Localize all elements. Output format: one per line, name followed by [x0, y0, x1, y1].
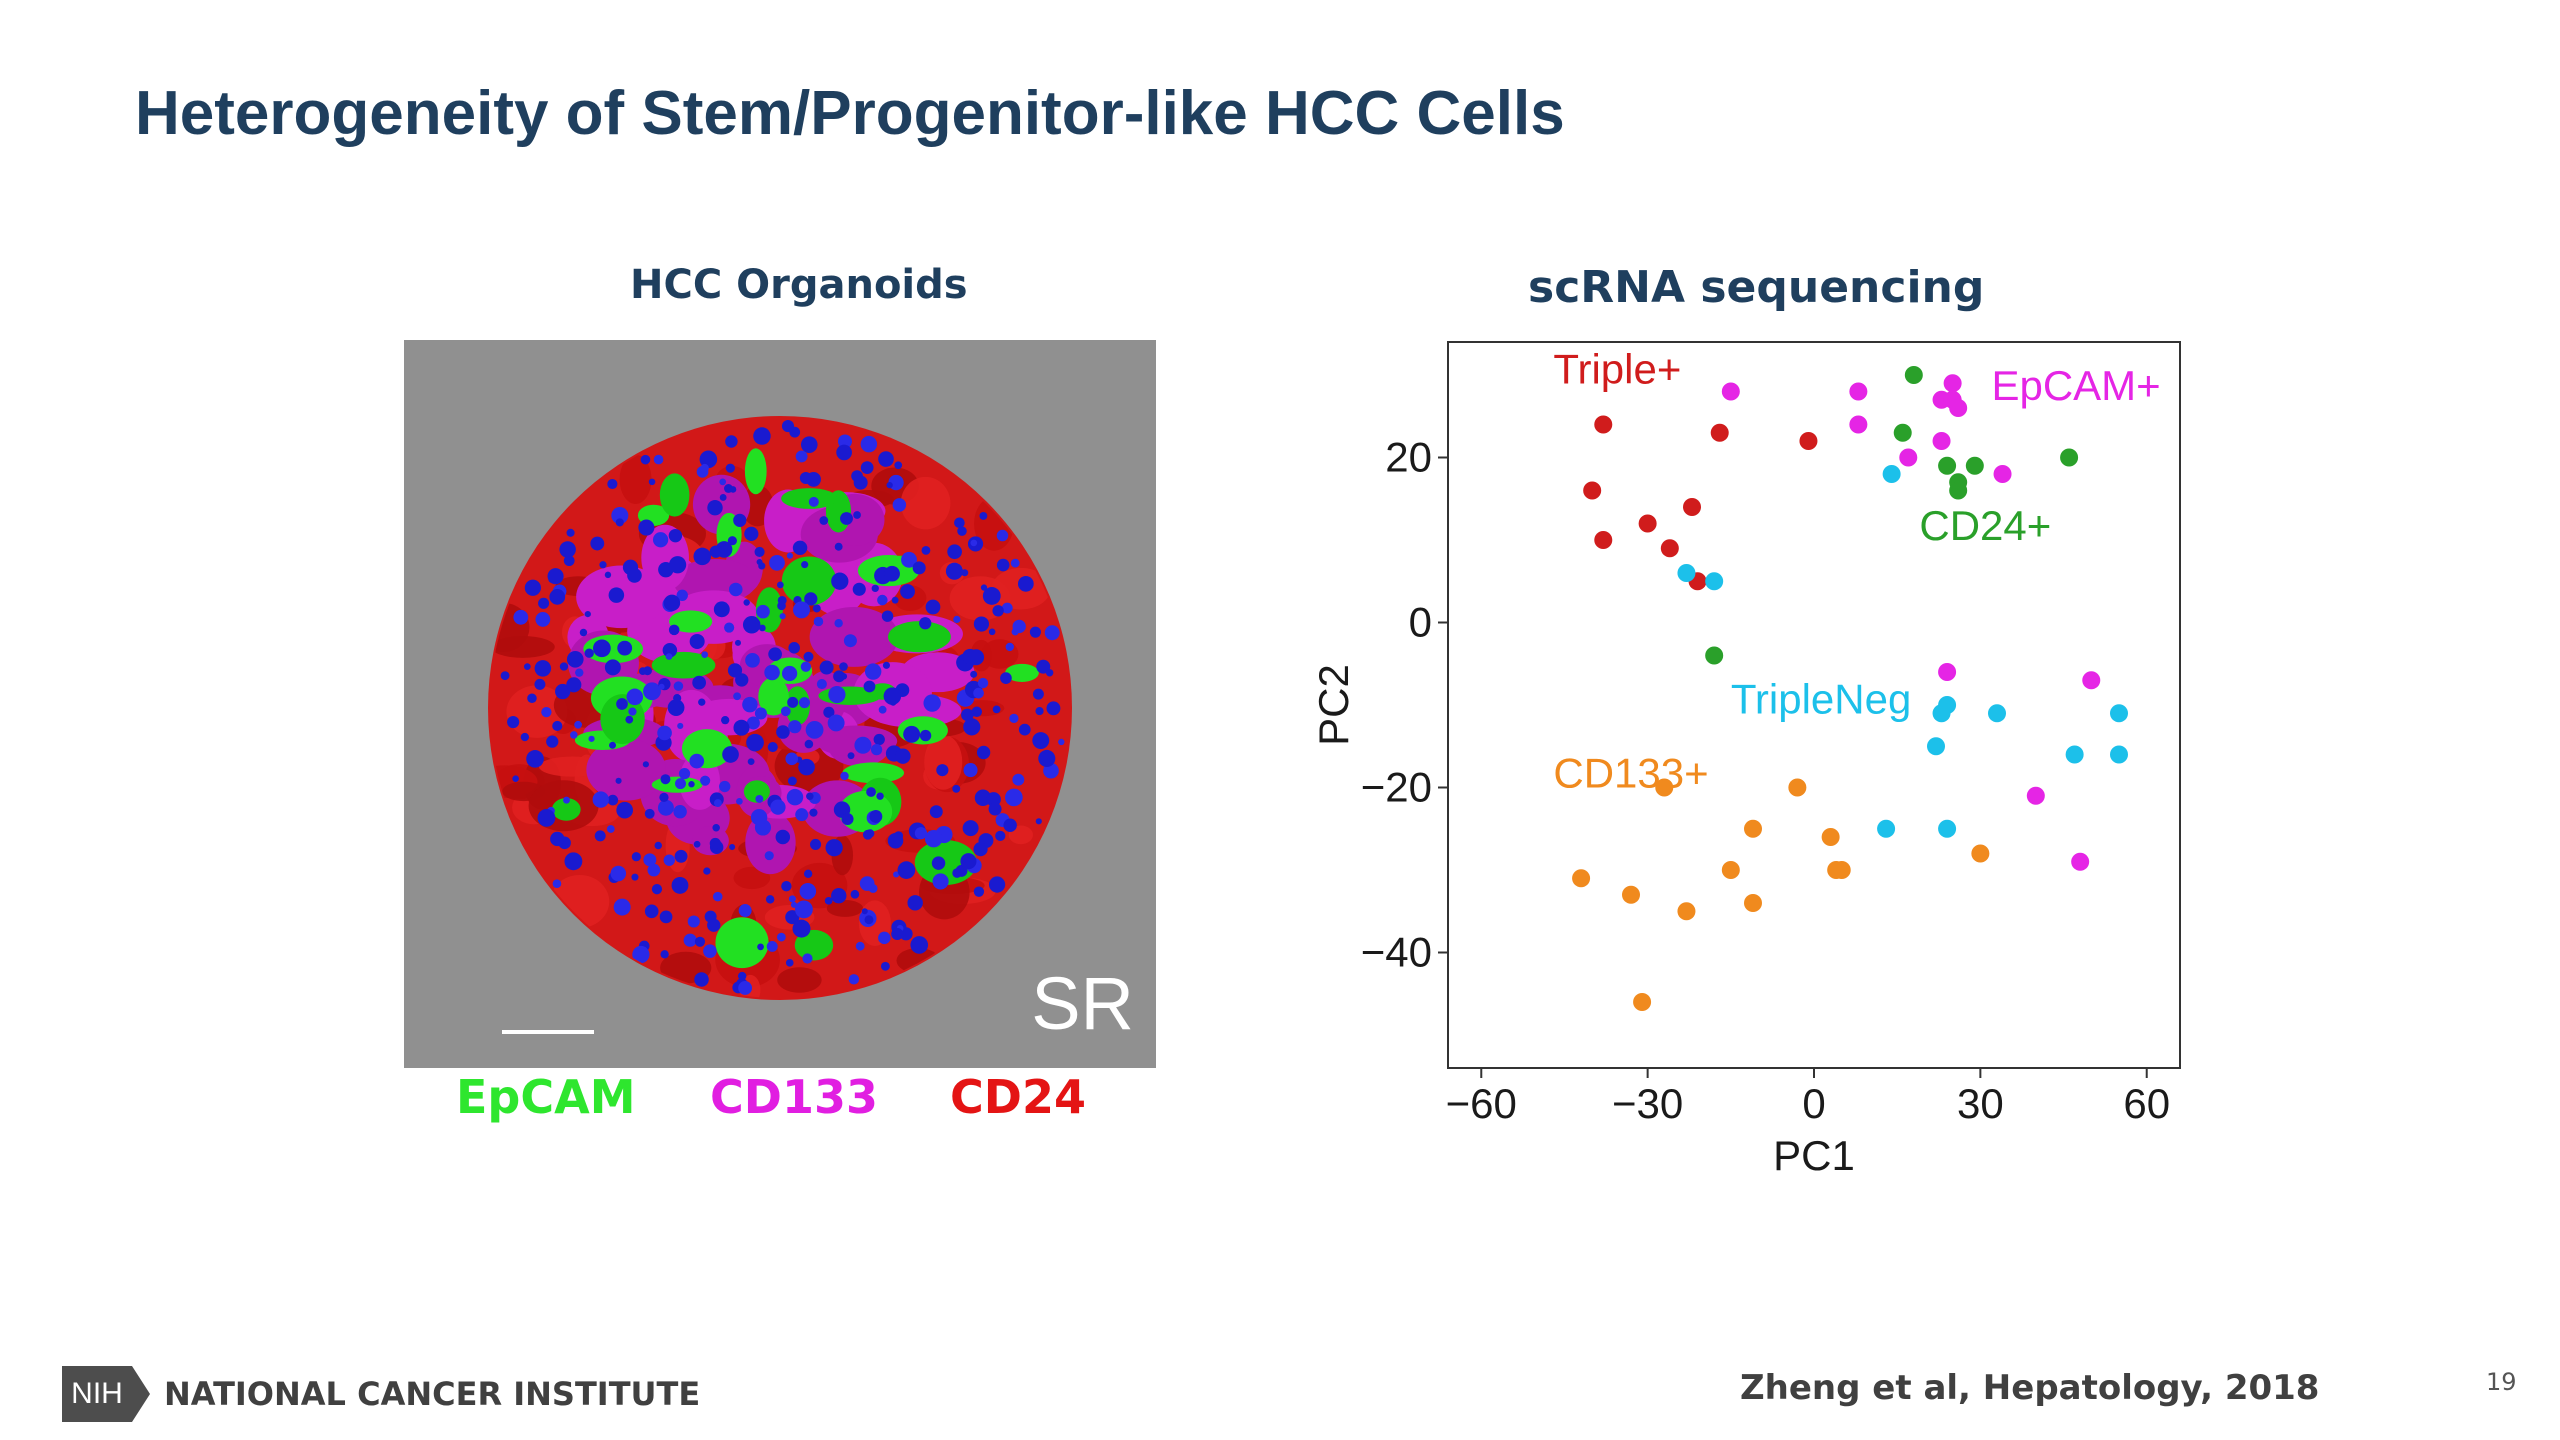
data-point — [2110, 704, 2128, 723]
data-point — [1904, 366, 1923, 384]
slide-title: Heterogeneity of Stem/Progenitor-like HC… — [135, 79, 1565, 148]
data-point — [2060, 448, 2079, 467]
data-point — [1744, 894, 1762, 912]
data-point — [1971, 844, 1990, 863]
data-point — [1744, 819, 1762, 838]
data-point — [1622, 885, 1640, 904]
data-point — [1943, 374, 1962, 393]
x-axis-label: PC1 — [1773, 1132, 1855, 1179]
x-tick-label: 0 — [1802, 1080, 1825, 1127]
data-point — [1882, 465, 1901, 483]
nih-logo-arrow — [132, 1366, 150, 1422]
organoid-image: SR — [404, 340, 1156, 1068]
legend-cd24: CD24 — [950, 1070, 1086, 1124]
data-point — [1655, 778, 1674, 797]
organoid-sphere-illustration — [488, 416, 1072, 1000]
data-point — [1683, 498, 1701, 516]
y-tick-label: 0 — [1409, 599, 1432, 646]
data-point — [1721, 861, 1740, 879]
data-point — [1938, 696, 1957, 714]
x-tick-label: 30 — [1957, 1080, 2004, 1127]
data-point — [1849, 382, 1868, 401]
data-point — [1849, 415, 1868, 434]
series-annotation: Triple+ — [1553, 345, 1681, 392]
citation: Zheng et al, Hepatology, 2018 — [1740, 1368, 2320, 1408]
y-tick-label: −20 — [1361, 764, 1432, 811]
data-point — [1893, 423, 1912, 442]
x-tick-label: 60 — [2123, 1080, 2170, 1127]
data-point — [1721, 382, 1740, 401]
page-number: 19 — [2486, 1368, 2517, 1396]
data-point — [1633, 993, 1652, 1011]
data-point — [1638, 514, 1657, 533]
data-point — [1949, 481, 1968, 500]
x-tick-label: −60 — [1446, 1080, 1517, 1127]
y-tick-label: −40 — [1361, 929, 1432, 976]
data-point — [1821, 828, 1840, 846]
data-point — [1988, 704, 2006, 723]
series-annotation: EpCAM+ — [1991, 362, 2160, 409]
series-annotation: CD133+ — [1553, 750, 1708, 797]
data-point — [1799, 432, 1818, 450]
scale-bar — [502, 1030, 594, 1034]
data-point — [1877, 819, 1896, 838]
x-tick-label: −30 — [1612, 1080, 1683, 1127]
data-point — [1938, 456, 1957, 475]
data-point — [1583, 481, 1602, 500]
nci-logo: NIH NATIONAL CANCER INSTITUTE — [62, 1366, 700, 1422]
data-point — [1932, 432, 1951, 450]
data-point — [1927, 737, 1945, 756]
data-point — [1677, 564, 1696, 582]
series-annotation: CD24+ — [1919, 502, 2051, 549]
series-annotation: TripleNeg — [1731, 675, 1912, 722]
data-point — [1965, 456, 1984, 475]
y-axis-label: PC2 — [1310, 664, 1357, 746]
data-point — [1993, 465, 2012, 483]
data-point — [1938, 819, 1957, 838]
data-point — [2026, 786, 2045, 805]
data-point — [1938, 663, 1957, 681]
data-point — [2071, 852, 2090, 871]
data-point — [2082, 671, 2101, 690]
data-point — [1572, 869, 1591, 888]
data-point — [1660, 539, 1679, 558]
data-point — [1705, 572, 1724, 591]
data-point — [1705, 646, 1724, 665]
data-point — [1949, 399, 1968, 417]
nih-logo-box: NIH — [62, 1366, 132, 1422]
data-point — [2065, 745, 2084, 764]
data-point — [1832, 861, 1851, 879]
data-point — [1899, 448, 1918, 467]
y-tick-label: 20 — [1385, 434, 1432, 481]
organoid-corner-label: SR — [1031, 962, 1134, 1045]
pca-scatter-chart: −60 −30 0 30 60 −40 −20 0 20 PC1 PC2 Triple+ EpCAM+ C… — [1310, 341, 2181, 1179]
data-point — [1594, 531, 1613, 549]
data-point — [1788, 778, 1807, 797]
chart-title: scRNA sequencing — [1528, 262, 1985, 313]
data-point — [2110, 745, 2128, 764]
legend-epcam: EpCAM — [456, 1070, 636, 1124]
legend-cd133: CD133 — [710, 1070, 878, 1124]
data-point — [1710, 423, 1729, 442]
organoid-panel-title: HCC Organoids — [630, 262, 968, 308]
institute-name: NATIONAL CANCER INSTITUTE — [164, 1375, 701, 1413]
data-point — [1594, 415, 1613, 434]
data-point — [1677, 902, 1696, 921]
